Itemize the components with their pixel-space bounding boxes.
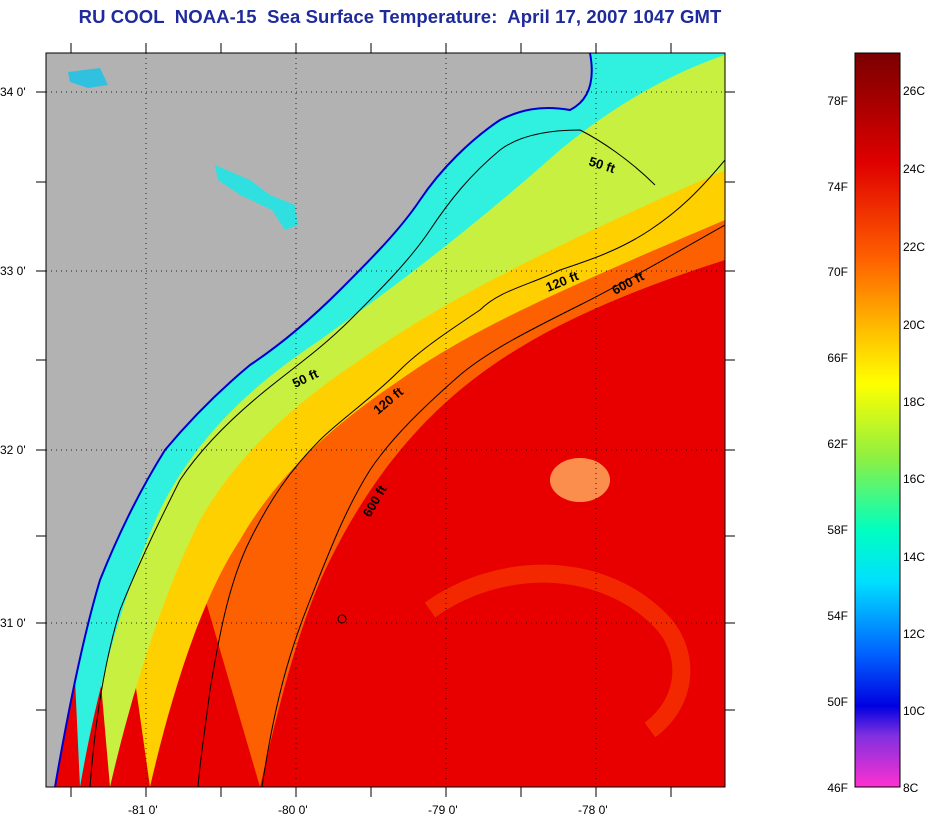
cb-c-18: 18C <box>903 395 926 409</box>
cb-c-24: 24C <box>903 162 926 176</box>
cb-f-62: 62F <box>827 437 848 451</box>
map-frame <box>45 52 726 788</box>
lon-label-80: -80 0' <box>278 803 308 817</box>
cb-f-58: 58F <box>827 523 848 537</box>
contour-600ft <box>261 224 725 787</box>
cb-f-78: 78F <box>827 94 848 108</box>
land <box>46 53 592 787</box>
contour-50ft <box>89 129 656 787</box>
coastline <box>54 53 593 787</box>
lake-marion <box>215 165 298 230</box>
map-title: RU COOL NOAA-15 Sea Surface Temperature:… <box>78 6 722 27</box>
colorbar-gradient <box>854 52 901 788</box>
cb-f-66: 66F <box>827 351 848 365</box>
cb-f-50: 50F <box>827 695 848 709</box>
lat-label-32: 32 0' <box>0 443 26 457</box>
cb-f-54: 54F <box>827 609 848 623</box>
lon-label-78: -78 0' <box>578 803 608 817</box>
lon-label-81: -81 0' <box>128 803 158 817</box>
cb-c-12: 12C <box>903 627 926 641</box>
contour-120ft <box>197 159 725 787</box>
lat-label-33: 33 0' <box>0 264 26 278</box>
cb-c-26: 26C <box>903 84 926 98</box>
cb-c-22: 22C <box>903 240 926 254</box>
cb-f-74: 74F <box>827 180 848 194</box>
lat-label-31: 31 0' <box>0 616 26 630</box>
cb-c-10: 10C <box>903 704 926 718</box>
warm-filament <box>424 564 691 738</box>
cb-c-14: 14C <box>903 550 926 564</box>
warm-core-eddy <box>550 458 610 502</box>
cb-c-16: 16C <box>903 472 926 486</box>
lat-label-34: 34 0' <box>0 85 26 99</box>
cb-c-8: 8C <box>903 781 919 795</box>
small-lake <box>68 68 108 88</box>
lon-label-79: -79 0' <box>428 803 458 817</box>
cb-f-70: 70F <box>827 265 848 279</box>
map-ticks <box>36 43 735 797</box>
graticule <box>46 53 725 787</box>
cb-f-46: 46F <box>827 781 848 795</box>
cb-c-20: 20C <box>903 318 926 332</box>
